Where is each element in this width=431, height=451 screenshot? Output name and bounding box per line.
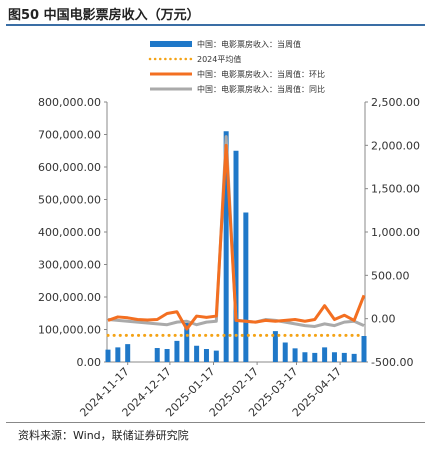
- legend-swatch-bar: [150, 41, 192, 47]
- bar: [203, 349, 209, 362]
- bar: [282, 342, 288, 362]
- y-right-tick-label: 1,500.00: [371, 183, 420, 196]
- y-left-tick-label: 300,000.00: [38, 259, 101, 272]
- title-rule: [6, 24, 425, 26]
- y-left-tick-label: 400,000.00: [38, 226, 101, 239]
- legend-label: 2024平均值: [197, 54, 241, 64]
- bar: [341, 352, 347, 362]
- bar-series: [105, 131, 367, 362]
- line-series: [106, 135, 366, 337]
- bar: [302, 352, 308, 362]
- bar: [312, 352, 318, 362]
- bar: [184, 323, 190, 362]
- legend-label: 中国：电影票房收入：当周值：同比: [197, 84, 325, 94]
- bar: [233, 150, 239, 362]
- bar: [164, 349, 170, 362]
- bar: [272, 331, 278, 362]
- bar: [125, 344, 131, 362]
- wow-line: [107, 143, 366, 331]
- bar: [154, 348, 160, 362]
- bar: [243, 212, 249, 362]
- bar: [174, 340, 180, 362]
- y-left-tick-label: 800,000.00: [38, 96, 101, 109]
- y-left-tick-label: 700,000.00: [38, 129, 101, 142]
- bar: [194, 345, 200, 362]
- chart-legend: 中国：电影票房收入：当周值 2024平均值中国：电影票房收入：当周值：环比中国：电…: [148, 39, 325, 94]
- source-rule: [6, 422, 425, 423]
- legend-label: 中国：电影票房收入：当周值: [197, 39, 301, 49]
- y-left-tick-label: 200,000.00: [38, 291, 101, 304]
- y-right-tick-label: 500.00: [371, 269, 410, 282]
- bar: [322, 347, 328, 362]
- bar: [292, 348, 298, 362]
- y-right-tick-label: 1,000.00: [371, 226, 420, 239]
- y-left-tick-label: 0.00: [77, 356, 102, 369]
- bar: [115, 347, 121, 362]
- y-right-tick-label: -500.00: [371, 356, 413, 369]
- y-right-tick-label: 0.00: [371, 313, 396, 326]
- legend-label: 中国：电影票房收入：当周值：环比: [197, 69, 325, 79]
- bar: [331, 352, 337, 362]
- bar: [223, 131, 229, 362]
- y-right-tick-label: 2,000.00: [371, 139, 420, 152]
- source-note: 资料来源：Wind，联储证券研究院: [18, 429, 189, 442]
- bar: [361, 336, 367, 362]
- bar: [213, 350, 219, 362]
- y-left-tick-label: 100,000.00: [38, 324, 101, 337]
- y-right-tick-label: 2,500.00: [371, 96, 420, 109]
- chart: 中国：电影票房收入：当周值 2024平均值中国：电影票房收入：当周值：环比中国：电…: [38, 39, 420, 419]
- chart-axes: 0.00 100,000.00 200,000.00 300,000.00 400,00…: [38, 96, 420, 419]
- bar: [105, 349, 111, 362]
- bar: [351, 353, 357, 362]
- y-left-tick-label: 500,000.00: [38, 194, 101, 207]
- y-left-tick-label: 600,000.00: [38, 161, 101, 174]
- figure-title: 图50 中国电影票房收入（万元）: [8, 8, 200, 23]
